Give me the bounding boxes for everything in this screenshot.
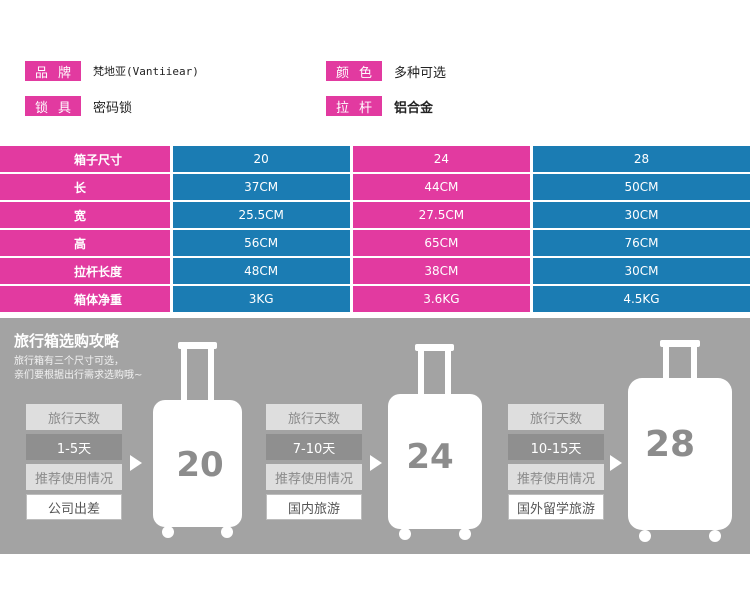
table-cell: 20 — [172, 146, 350, 172]
size-number: 24 — [406, 437, 453, 477]
luggage-24-icon: 24 — [388, 344, 482, 540]
table-row: 箱体净重 3KG 3.6KG 4.5KG — [0, 286, 750, 312]
days-label: 旅行天数 — [26, 404, 122, 430]
table-row: 高 56CM 65CM 76CM — [0, 230, 750, 256]
table-row-label: 箱体净重 — [0, 286, 170, 312]
days-label: 旅行天数 — [508, 404, 604, 430]
table-row-label: 长 — [0, 174, 170, 200]
table-row: 拉杆长度 48CM 38CM 30CM — [0, 258, 750, 284]
spec-value: 铝合金 — [394, 100, 434, 116]
table-cell: 65CM — [352, 230, 530, 256]
size-table: 箱子尺寸 20 24 28 长 37CM 44CM 50CM 宽 25.5CM … — [0, 146, 750, 314]
use-label: 推荐使用情况 — [508, 464, 604, 490]
table-row: 长 37CM 44CM 50CM — [0, 174, 750, 200]
table-cell: 28 — [532, 146, 750, 172]
arrow-icon — [610, 455, 622, 471]
table-cell: 38CM — [352, 258, 530, 284]
guide-card-20: 旅行天数 1-5天 推荐使用情况 公司出差 — [26, 404, 122, 524]
spec-label: 拉杆 — [326, 96, 382, 116]
spec-value: 梵地亚(Vantiiear) — [93, 65, 199, 78]
guide-card-24: 旅行天数 7-10天 推荐使用情况 国内旅游 — [266, 404, 362, 524]
table-cell: 3.6KG — [352, 286, 530, 312]
guide-description: 亲们要根据出行需求选购哦~ — [14, 370, 143, 381]
table-row-label: 拉杆长度 — [0, 258, 170, 284]
spec-color: 颜色 多种可选 — [326, 61, 446, 81]
days-value: 1-5天 — [26, 434, 122, 460]
days-value: 7-10天 — [266, 434, 362, 460]
arrow-icon — [130, 455, 142, 471]
table-cell: 4.5KG — [532, 286, 750, 312]
use-label: 推荐使用情况 — [266, 464, 362, 490]
table-row-label: 宽 — [0, 202, 170, 228]
spec-lock: 锁具 密码锁 — [25, 96, 132, 116]
size-number: 20 — [176, 445, 223, 485]
spec-handle: 拉杆 铝合金 — [326, 96, 433, 116]
table-cell: 48CM — [172, 258, 350, 284]
spec-brand: 品牌 梵地亚(Vantiiear) — [25, 61, 199, 81]
table-cell: 37CM — [172, 174, 350, 200]
luggage-28-icon: 28 — [628, 340, 732, 542]
arrow-icon — [370, 455, 382, 471]
size-number: 28 — [645, 424, 695, 465]
spec-label: 品牌 — [25, 61, 81, 81]
table-cell: 30CM — [532, 202, 750, 228]
use-label: 推荐使用情况 — [26, 464, 122, 490]
spec-label: 颜色 — [326, 61, 382, 81]
spec-value: 密码锁 — [93, 100, 133, 116]
spec-value: 多种可选 — [394, 65, 447, 81]
table-row-label: 高 — [0, 230, 170, 256]
use-value: 公司出差 — [26, 494, 122, 520]
table-header-row: 箱子尺寸 20 24 28 — [0, 146, 750, 172]
days-label: 旅行天数 — [266, 404, 362, 430]
table-row-label: 箱子尺寸 — [0, 146, 170, 172]
table-cell: 3KG — [172, 286, 350, 312]
table-cell: 27.5CM — [352, 202, 530, 228]
guide-title: 旅行箱选购攻略 — [14, 332, 120, 350]
table-row: 宽 25.5CM 27.5CM 30CM — [0, 202, 750, 228]
table-cell: 44CM — [352, 174, 530, 200]
use-value: 国内旅游 — [266, 494, 362, 520]
buying-guide: 旅行箱选购攻略 旅行箱有三个尺寸可选， 亲们要根据出行需求选购哦~ 旅行天数 1… — [0, 318, 750, 554]
use-value: 国外留学旅游 — [508, 494, 604, 520]
table-cell: 25.5CM — [172, 202, 350, 228]
table-cell: 76CM — [532, 230, 750, 256]
table-cell: 24 — [352, 146, 530, 172]
table-cell: 50CM — [532, 174, 750, 200]
days-value: 10-15天 — [508, 434, 604, 460]
luggage-20-icon: 20 — [153, 342, 242, 538]
table-cell: 30CM — [532, 258, 750, 284]
spec-label: 锁具 — [25, 96, 81, 116]
table-cell: 56CM — [172, 230, 350, 256]
guide-card-28: 旅行天数 10-15天 推荐使用情况 国外留学旅游 — [508, 404, 604, 524]
guide-description: 旅行箱有三个尺寸可选， — [14, 356, 124, 367]
